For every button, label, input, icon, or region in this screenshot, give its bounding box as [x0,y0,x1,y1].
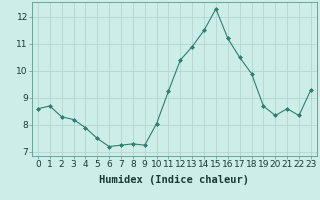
X-axis label: Humidex (Indice chaleur): Humidex (Indice chaleur) [100,175,249,185]
